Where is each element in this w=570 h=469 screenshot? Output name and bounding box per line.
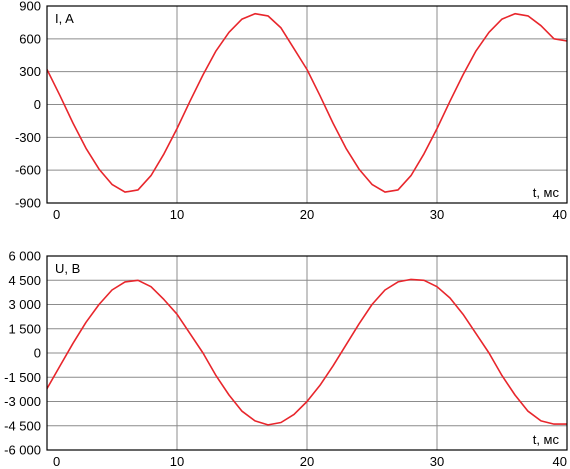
x-tick-label: 0 — [53, 454, 60, 469]
x-tick-label: 0 — [53, 207, 60, 222]
current-chart: 900 600 300 0 -300 -600 -900 0 10 20 30 40 I, A t, мс — [15, 0, 568, 222]
y-tick-label: -1 500 — [4, 370, 41, 385]
y-axis-label: I, A — [55, 11, 74, 26]
voltage-chart: 6 000 4 500 3 000 1 500 0 -1 500 -3 000 -4 500 -… — [4, 249, 568, 469]
y-tick-label: -900 — [15, 196, 41, 211]
y-tick-label: 0 — [34, 97, 41, 112]
y-tick-label: 3 000 — [8, 297, 41, 312]
x-axis-label: t, мс — [533, 185, 560, 200]
y-tick-label: 1 500 — [8, 321, 41, 336]
y-tick-label: 6 000 — [8, 249, 41, 264]
series-line — [47, 12, 567, 193]
y-tick-label: -4 500 — [4, 418, 41, 433]
y-tick-label: -3 000 — [4, 394, 41, 409]
y-tick-label: 0 — [34, 346, 41, 361]
y-tick-label: 900 — [19, 0, 41, 14]
x-tick-label: 40 — [553, 207, 567, 222]
plot-frame — [46, 255, 568, 451]
x-tick-label: 30 — [430, 207, 444, 222]
x-tick-label: 10 — [170, 207, 184, 222]
x-tick-label: 20 — [300, 207, 314, 222]
y-tick-label: -6 000 — [4, 443, 41, 458]
x-tick-label: 40 — [553, 454, 567, 469]
x-tick-label: 20 — [300, 454, 314, 469]
y-tick-label: 300 — [19, 64, 41, 79]
y-tick-label: 4 500 — [8, 273, 41, 288]
x-tick-label: 10 — [170, 454, 184, 469]
y-axis-label: U, В — [55, 261, 80, 276]
x-axis-label: t, мс — [533, 432, 560, 447]
plot-frame — [46, 5, 568, 204]
y-tick-label: 600 — [19, 31, 41, 46]
y-tick-label: -600 — [15, 163, 41, 178]
x-tick-label: 30 — [430, 454, 444, 469]
y-tick-label: -300 — [15, 130, 41, 145]
series-line — [47, 278, 567, 426]
